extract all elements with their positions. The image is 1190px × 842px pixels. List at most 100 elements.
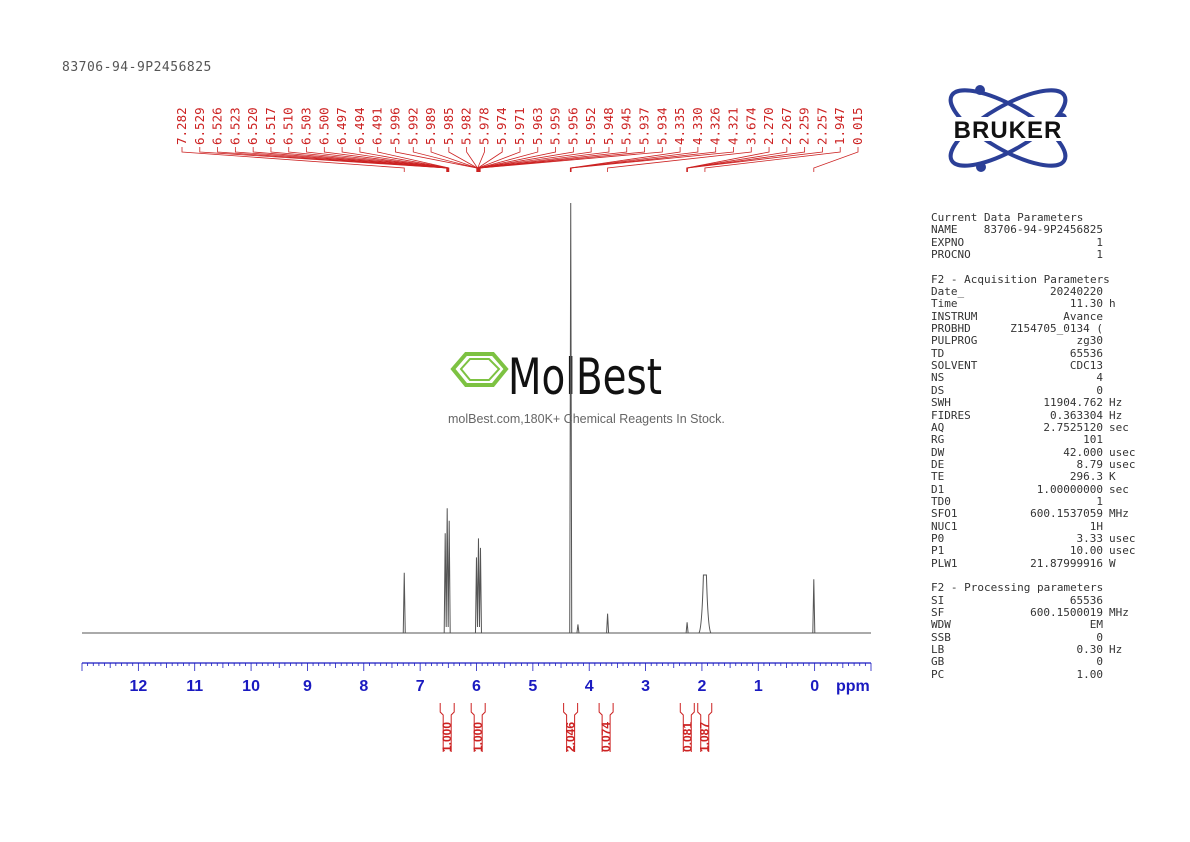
- parameter-row: INSTRUM Avance: [931, 309, 1136, 323]
- parameter-key: P1: [931, 544, 945, 558]
- parameter-value: 21.87999916: [1030, 556, 1103, 570]
- parameter-row: RG 101: [931, 433, 1136, 447]
- parameter-row: FIDRES 0.363304 Hz: [931, 408, 1136, 422]
- peak-label: 5.956: [565, 107, 580, 145]
- parameter-value: 0.30: [1076, 643, 1104, 657]
- parameter-unit: Hz: [1109, 408, 1123, 422]
- peak-label: 5.978: [476, 107, 491, 145]
- parameter-section-title: Current Data Parameters: [931, 211, 1084, 224]
- parameter-unit: Hz: [1109, 396, 1123, 410]
- parameter-row: SF 600.1500019 MHz: [931, 606, 1136, 619]
- peak-label: 5.959: [548, 107, 563, 145]
- parameter-unit: Hz: [1109, 643, 1123, 657]
- axis-tick-label: 9: [303, 678, 312, 695]
- integral-value: 1.000: [440, 722, 454, 752]
- peak-connector: [395, 147, 478, 172]
- parameter-key: INSTRUM: [931, 309, 978, 323]
- parameter-row: LB 0.30 Hz: [931, 643, 1136, 657]
- parameter-row: WDW EM: [931, 618, 1136, 631]
- peak-label: 6.523: [227, 107, 242, 145]
- peak-label: 6.500: [316, 107, 331, 145]
- peak-label: 5.989: [423, 107, 438, 145]
- parameter-value: 101: [1083, 433, 1103, 447]
- logo-text-backdrop: [930, 117, 1086, 141]
- peak-connector: [569, 147, 681, 172]
- integral-group: 1.000 1.000 2.046 0.074 0.081 1.087: [439, 703, 713, 752]
- parameter-unit: [1103, 669, 1109, 681]
- parameter-unit: [1103, 249, 1109, 261]
- peak-label: 6.510: [281, 107, 296, 145]
- peak-label: 6.526: [210, 107, 225, 145]
- parameter-row: TE 296.3 K: [931, 470, 1136, 484]
- parameter-unit: usec: [1109, 544, 1136, 558]
- parameter-value: 0.363304: [1050, 408, 1103, 422]
- axis-tick-label: 1: [754, 678, 763, 695]
- axis-tick-label: 4: [585, 678, 594, 695]
- parameter-row: Time 11.30 h: [931, 297, 1136, 311]
- integral-value: 2.046: [564, 722, 578, 752]
- parameter-unit: K: [1109, 470, 1116, 484]
- peak-label: 5.974: [494, 107, 509, 145]
- peak-label: 6.491: [370, 107, 385, 145]
- parameter-unit: [1103, 323, 1109, 335]
- parameter-key: DW: [931, 445, 945, 459]
- axis-tick-label: 10: [242, 678, 260, 695]
- peak-connector: [479, 147, 610, 172]
- parameter-key: PROBHD: [931, 322, 971, 336]
- spectrum-peak: [698, 574, 712, 634]
- axis-tick-label: 12: [129, 678, 147, 695]
- integral-bracket: [679, 703, 695, 752]
- benzene-inner-ring-icon: [459, 358, 501, 381]
- peak-connector: [479, 147, 663, 172]
- parameter-unit: usec: [1109, 457, 1136, 471]
- peak-label: 5.934: [654, 107, 669, 145]
- parameter-row: PROBHD Z154705_0134 (: [931, 322, 1136, 336]
- parameter-key: TD0: [931, 494, 951, 508]
- parameter-value: 1.00000000: [1036, 482, 1103, 496]
- parameter-row: SFO1 600.1537059 MHz: [931, 507, 1136, 521]
- molbest-brand-text: MolBest: [508, 348, 662, 406]
- parameter-key: PLW1: [931, 556, 958, 570]
- parameter-key: LB: [931, 643, 945, 657]
- peak-label-group: 7.282 6.529 6.526 6.523 6.520 6.517 6.510 6.503…: [174, 107, 865, 172]
- parameter-value: zg30: [1076, 334, 1104, 348]
- peak-connector: [479, 147, 628, 172]
- peak-label: 4.326: [708, 107, 723, 145]
- parameter-value: Z154705_0134 (: [1010, 322, 1103, 336]
- integral-value: 1.000: [471, 722, 485, 752]
- parameter-unit: [1103, 372, 1109, 384]
- parameter-key: NS: [931, 371, 945, 385]
- peak-connector: [479, 147, 645, 172]
- spectrum-peak: [569, 202, 573, 634]
- peak-label: 5.952: [583, 107, 598, 145]
- parameter-value: 3.33: [1076, 531, 1104, 545]
- parameter-unit: [1103, 348, 1109, 360]
- parameter-value: 4: [1096, 371, 1103, 385]
- watermark-tagline: molBest.com,180K+ Chemical Reagents In S…: [448, 412, 725, 426]
- peak-label: 7.282: [174, 107, 189, 145]
- parameter-unit: sec: [1109, 420, 1129, 434]
- parameter-row: Date_ 20240220: [931, 285, 1136, 298]
- benzene-hexagon-icon: [450, 352, 509, 387]
- parameter-row: SI 65536: [931, 594, 1136, 607]
- parameter-unit: h: [1109, 297, 1116, 311]
- parameter-value: 10.00: [1069, 544, 1103, 558]
- spectrum-peak: [606, 613, 610, 634]
- axis-tick-label: 2: [697, 678, 706, 695]
- parameter-unit: MHz: [1109, 606, 1129, 619]
- parameter-value: 8.79: [1076, 457, 1104, 471]
- parameter-row: SSB 0: [931, 630, 1136, 644]
- axis-unit-label: ppm: [836, 678, 870, 695]
- peak-label: 4.321: [725, 107, 740, 145]
- peak-connector: [477, 147, 521, 172]
- axis-tick-label: 5: [528, 678, 537, 695]
- parameter-row: D1 1.00000000 sec: [931, 482, 1136, 496]
- parameter-unit: [1103, 311, 1109, 323]
- peak-connector: [607, 147, 752, 172]
- peak-label: 6.529: [192, 107, 207, 145]
- parameter-value: 0: [1096, 630, 1103, 644]
- parameter-unit: [1103, 656, 1109, 668]
- parameter-value: 1H: [1089, 519, 1103, 533]
- peak-label: 6.520: [245, 107, 260, 145]
- parameter-unit: MHz: [1109, 507, 1129, 521]
